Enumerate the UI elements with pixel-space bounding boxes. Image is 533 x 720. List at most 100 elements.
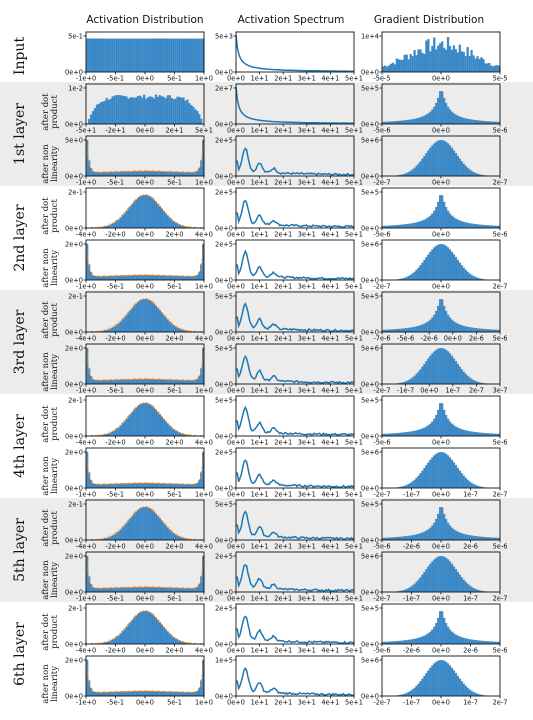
hist-bar: [125, 483, 128, 488]
hist-bar: [135, 97, 138, 124]
hist-bar: [139, 300, 142, 332]
hist-bar: [107, 276, 110, 280]
hist-bar: [109, 432, 112, 436]
hist-bar: [99, 38, 103, 72]
hist-bar: [137, 301, 140, 332]
hist-bar: [141, 691, 144, 696]
hist-bar: [137, 197, 140, 228]
hist-bar: [486, 641, 489, 644]
hist-bar: [484, 225, 487, 228]
hist-bar: [407, 587, 410, 592]
panel-l2-dot-spectrum: 0e+0 1e+1 2e+1 3e+1 4e+1 5e+10e+02e+5: [215, 187, 363, 239]
hist-bar: [178, 38, 181, 72]
hist-bar: [133, 587, 136, 592]
fit-point: [109, 587, 112, 589]
hist-bar: [444, 310, 448, 332]
hist-bar: [150, 587, 154, 592]
hist-bar: [158, 622, 162, 644]
hist-bar: [472, 431, 475, 436]
hist-bar: [425, 114, 428, 124]
hist-bar: [382, 225, 385, 228]
hist-bar: [397, 59, 400, 72]
hist-bar: [164, 421, 167, 436]
hist-bar: [137, 95, 140, 124]
fit-point: [97, 691, 99, 694]
hist-bar: [105, 538, 108, 540]
hist-bar: [113, 638, 116, 644]
y-tick-label: 0e+0: [215, 328, 233, 336]
hist-bar: [115, 221, 118, 228]
hist-bar: [127, 483, 130, 488]
hist-bar: [164, 629, 167, 644]
hist-bar: [498, 537, 501, 540]
x-tick-label: 3e+1: [298, 231, 316, 239]
hist-bar: [454, 673, 458, 696]
hist-bar: [135, 483, 138, 488]
y-tick-label: 2e+0: [65, 656, 83, 664]
hist-bar: [383, 329, 387, 332]
hist-bar: [158, 414, 162, 436]
hist-bar: [192, 484, 195, 488]
hist-bar: [425, 569, 428, 592]
x-tick-label: 0e+0: [227, 75, 245, 83]
hist-bar: [174, 430, 177, 436]
hist-bar: [448, 109, 452, 124]
hist-bar: [488, 537, 491, 540]
hist-bar: [448, 457, 452, 488]
hist-bar: [494, 641, 497, 644]
y-tick-label: 0e+0: [65, 588, 83, 596]
hist-bar: [478, 174, 481, 176]
hist-bar: [172, 587, 175, 592]
hist-bar: [131, 483, 134, 488]
hist-bar: [148, 275, 152, 280]
hist-bar: [383, 65, 387, 72]
hist-bar: [127, 208, 130, 228]
hist-bar: [498, 121, 501, 124]
hist-bar: [97, 588, 101, 592]
hist-bar: [439, 299, 442, 332]
fit-point: [115, 586, 118, 589]
y-tick-label: 5e-1: [68, 32, 83, 40]
hist-bar: [158, 691, 162, 696]
x-tick-label: 0e+0: [136, 699, 154, 707]
hist-bar: [441, 91, 444, 124]
hist-bar: [141, 587, 144, 592]
hist-bar: [435, 49, 438, 72]
hist-bar: [409, 639, 412, 644]
x-tick-label: 3e+1: [298, 491, 316, 499]
x-tick-label: 3e+1: [298, 283, 316, 291]
hist-bar: [156, 38, 160, 72]
fit-point: [109, 535, 112, 538]
hist-bar: [433, 210, 436, 228]
hist-bar: [476, 485, 479, 488]
hist-bar: [435, 245, 438, 280]
panel-l4-dot-spectrum: 0e+0 1e+1 2e+1 3e+1 4e+1 5e+10e+05e+5: [215, 395, 363, 447]
hist-bar: [399, 382, 402, 384]
hist-bar: [395, 641, 399, 644]
hist-bar: [476, 693, 479, 696]
hist-bar: [176, 38, 179, 72]
fit-point: [188, 538, 190, 540]
hist-bar: [141, 403, 144, 436]
hist-bar: [454, 218, 458, 228]
x-tick-label: 5e+1: [345, 439, 363, 447]
hist-bar: [184, 588, 187, 592]
hist-bar: [421, 158, 424, 176]
hist-bar: [146, 379, 150, 384]
hist-bar: [127, 624, 130, 644]
hist-bar: [145, 194, 148, 228]
hist-bar: [190, 105, 193, 124]
x-tick-label: 1e+1: [251, 491, 269, 499]
hist-bar: [382, 121, 385, 124]
hist-bar: [470, 274, 473, 280]
hist-bar: [168, 217, 171, 228]
hist-bar: [466, 687, 469, 696]
hist-bar: [450, 459, 454, 488]
fit-point: [97, 171, 99, 174]
hist-bar: [145, 170, 148, 176]
x-tick-label: 5e-1: [167, 491, 182, 499]
hist-bar: [399, 59, 402, 72]
y-tick-label: 0e+0: [361, 432, 379, 440]
hist-bar: [423, 675, 426, 696]
fit-point: [121, 586, 124, 589]
